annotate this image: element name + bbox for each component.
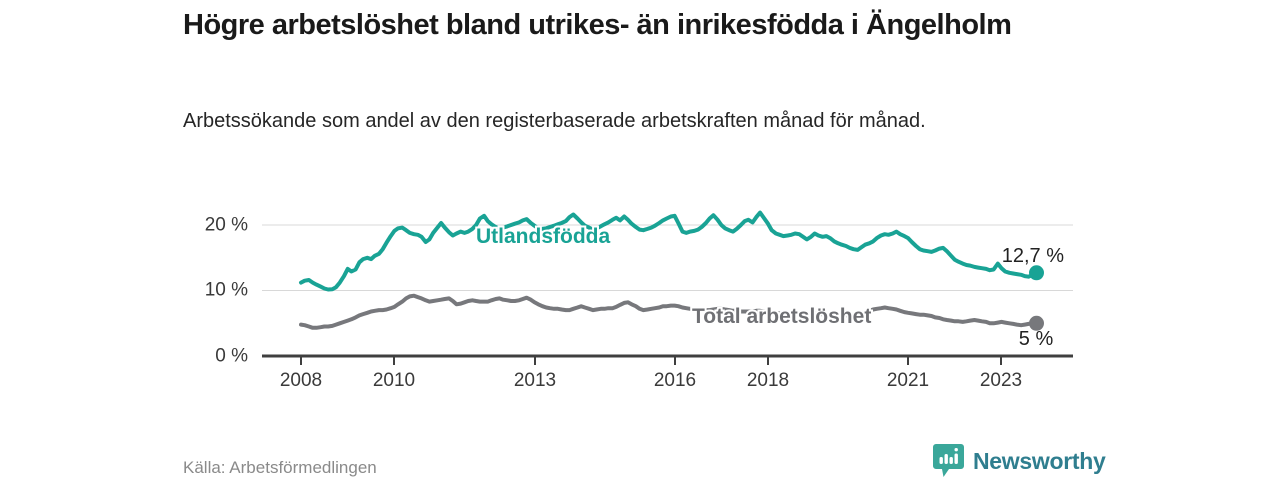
newsworthy-logo: Newsworthy [933, 444, 1106, 479]
x-label-2010: 2010 [373, 370, 415, 391]
x-label-2008: 2008 [280, 370, 322, 391]
line-total-arbetsloshet [299, 293, 1039, 330]
endpoint-dot-total [1029, 315, 1044, 331]
series-label-utlandsfodda: Utlandsfödda [476, 225, 610, 248]
y-label-0pct: 0 % [215, 346, 248, 367]
line-utlandsfodda [299, 210, 1039, 292]
y-label-20pct: 20 % [205, 215, 248, 236]
x-label-2013: 2013 [514, 370, 556, 391]
endpoint-dot-utlandsfodda [1029, 265, 1044, 281]
y-label-10pct: 10 % [205, 280, 248, 301]
chart-subtitle: Arbetssökande som andel av den registerb… [183, 110, 926, 132]
x-label-2016: 2016 [654, 370, 696, 391]
source-note: Källa: Arbetsförmedlingen [183, 458, 377, 477]
x-label-2023: 2023 [980, 370, 1022, 391]
value-label-total: 5 % [1019, 328, 1054, 350]
x-label-2021: 2021 [887, 370, 929, 391]
x-label-2018: 2018 [747, 370, 789, 391]
value-label-utlandsfodda: 12,7 % [1002, 245, 1064, 267]
chart-title: Högre arbetslöshet bland utrikes- än inr… [183, 9, 1012, 41]
series-label-total-arbetsloshet: Total arbetslöshet [692, 305, 871, 328]
bar-chart-speech-bubble-icon [933, 444, 964, 477]
newsworthy-wordmark: Newsworthy [973, 448, 1106, 474]
